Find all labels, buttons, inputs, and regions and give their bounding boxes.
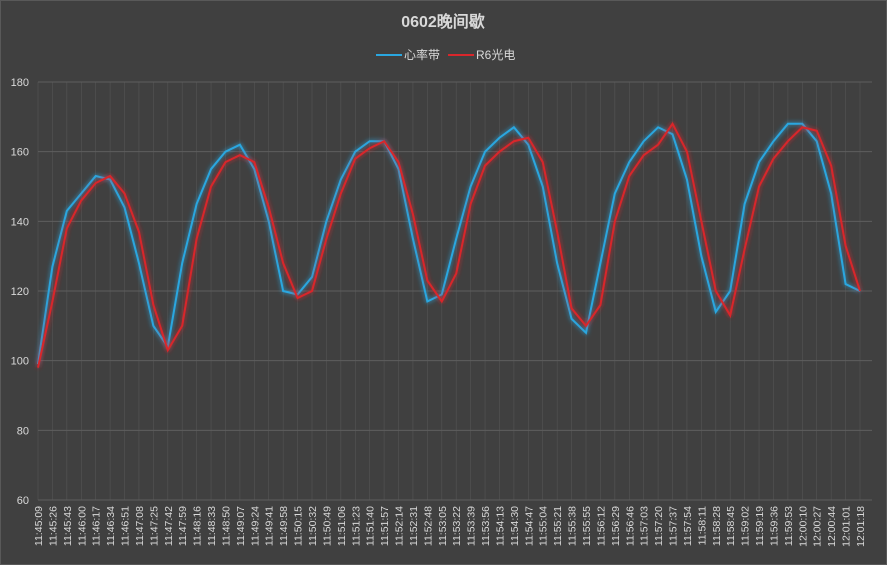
x-tick-label: 11:51:06 [336,506,348,546]
x-tick-label: 11:47:08 [134,506,146,546]
y-tick-label: 140 [11,216,29,228]
x-tick-label: 11:46:17 [91,506,103,546]
x-tick-label: 11:55:38 [567,506,579,546]
x-tick-label: 11:50:15 [293,506,305,546]
x-tick-label: 11:58:11 [696,506,708,545]
x-tick-label: 11:51:23 [350,506,362,546]
y-tick-label: 120 [11,286,29,298]
x-tick-label: 11:59:36 [768,506,780,546]
x-tick-label: 11:54:13 [494,506,506,546]
x-tick-label: 12:01:01 [841,506,853,547]
x-tick-label: 11:56:29 [610,506,622,546]
y-tick-label: 60 [17,495,29,507]
y-tick-label: 100 [11,356,29,368]
series-line [37,121,861,368]
y-tick-label: 160 [11,147,29,159]
x-tick-label: 11:49:58 [278,506,290,546]
x-tick-label: 11:48:16 [192,506,204,546]
x-tick-label: 11:56:46 [624,506,636,546]
x-tick-label: 11:47:25 [148,506,160,546]
x-tick-label: 11:50:32 [307,506,319,546]
x-tick-label: 11:45:43 [62,506,74,546]
x-tick-label: 11:52:48 [422,506,434,546]
x-tick-label: 11:52:14 [394,506,406,546]
x-tick-label: 11:57:03 [639,506,651,546]
x-tick-label: 11:55:21 [552,506,564,546]
x-tick-label: 11:56:12 [595,506,607,546]
x-tick-label: 11:55:04 [538,506,550,546]
y-tick-label: 180 [11,77,29,89]
x-tick-label: 12:00:27 [812,506,824,547]
x-tick-label: 11:57:54 [682,506,694,546]
x-tick-label: 11:59:53 [783,506,795,546]
x-tick-label: 11:59:19 [754,506,766,546]
x-tick-label: 11:57:20 [653,506,665,546]
x-tick-label: 11:51:57 [379,506,391,546]
x-tick-label: 11:45:26 [47,506,59,546]
x-tick-label: 12:00:44 [826,506,838,547]
x-tick-label: 12:01:18 [855,506,867,547]
x-tick-label: 11:46:00 [76,506,88,546]
x-tick-label: 11:53:05 [437,506,449,546]
x-tick-label: 11:54:47 [523,506,535,546]
x-tick-label: 11:48:50 [220,506,232,546]
x-tick-label: 12:00:10 [797,506,809,547]
x-tick-label: 11:49:24 [249,506,261,546]
x-tick-label: 11:57:37 [668,506,680,546]
x-tick-label: 11:58:28 [711,506,723,546]
x-tick-label: 11:51:40 [365,506,377,546]
x-tick-label: 11:48:33 [206,506,218,546]
x-tick-label: 11:50:49 [321,506,333,546]
x-tick-label: 11:47:42 [163,506,175,546]
legend-label: R6光电 [476,48,515,62]
x-tick-label: 11:53:56 [480,506,492,546]
x-tick-label: 11:49:07 [235,506,247,546]
chart-title: 0602晚间歇 [401,12,485,31]
x-tick-label: 11:46:51 [120,506,132,546]
x-tick-label: 11:54:30 [509,506,521,546]
x-tick-label: 11:52:31 [408,506,420,546]
x-tick-label: 11:53:22 [451,506,463,546]
legend-label: 心率带 [404,47,440,62]
x-tick-label: 11:46:34 [105,506,117,546]
x-tick-label: 11:45:09 [33,506,45,546]
x-tick-label: 11:58:45 [725,506,737,546]
x-tick-label: 11:59:02 [740,506,752,546]
x-tick-label: 11:55:55 [581,506,593,546]
x-tick-label: 11:47:59 [177,506,189,546]
x-tick-label: 11:49:41 [264,506,276,546]
x-tick-label: 11:53:39 [466,506,478,546]
y-tick-label: 80 [17,425,29,437]
